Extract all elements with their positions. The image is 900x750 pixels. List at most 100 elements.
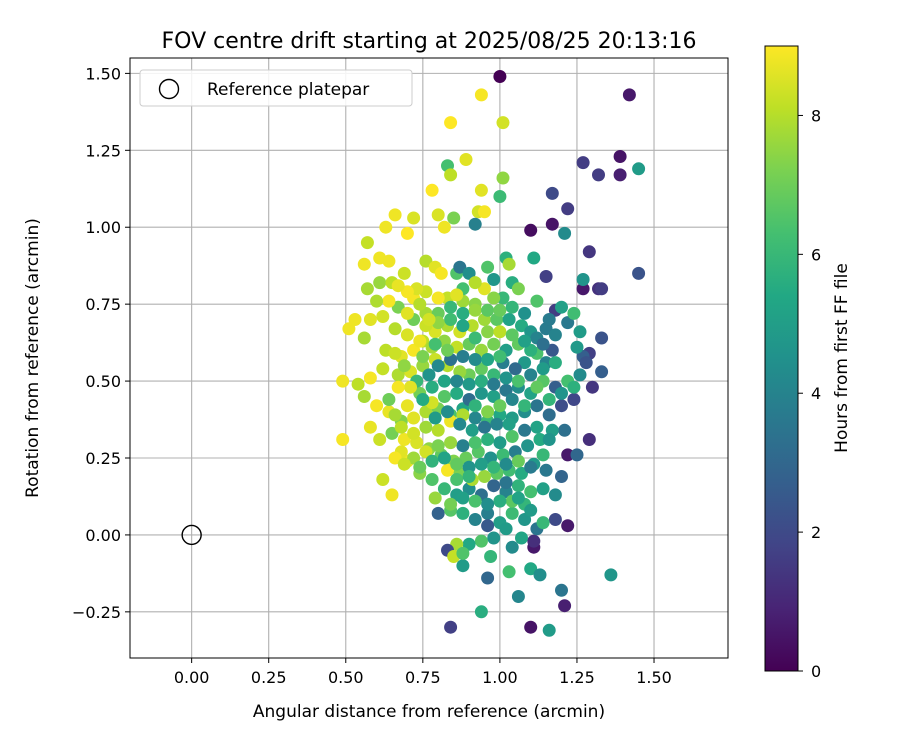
x-tick-label: 1.25	[559, 668, 595, 687]
data-point	[505, 328, 519, 342]
data-point	[558, 423, 572, 437]
data-point	[542, 433, 556, 446]
data-point	[468, 399, 482, 413]
data-point	[487, 368, 501, 382]
data-point	[493, 303, 507, 317]
data-point	[493, 190, 507, 203]
data-point	[431, 439, 445, 453]
y-tick-label: 0.50	[85, 372, 121, 391]
colorbar-tick-label: 2	[811, 523, 821, 542]
data-point	[373, 433, 387, 446]
data-point	[447, 211, 461, 225]
colorbar-tick-label: 4	[811, 384, 821, 403]
data-point	[490, 417, 504, 431]
data-point	[468, 217, 482, 231]
data-point	[416, 393, 430, 406]
data-point	[576, 156, 590, 170]
data-point	[360, 236, 374, 250]
data-point	[511, 590, 525, 603]
data-point	[499, 476, 513, 490]
data-point	[422, 368, 436, 382]
data-point	[481, 405, 495, 419]
data-point	[437, 482, 451, 496]
data-point	[425, 454, 439, 468]
data-point	[499, 485, 513, 499]
data-point	[576, 273, 590, 286]
data-point	[428, 491, 442, 505]
data-point	[437, 374, 451, 388]
data-point	[388, 346, 402, 360]
data-point	[518, 306, 532, 320]
data-point	[468, 513, 482, 526]
data-point	[428, 411, 442, 425]
data-point	[533, 568, 547, 582]
data-point	[422, 313, 436, 326]
data-point	[459, 153, 473, 166]
data-point	[468, 303, 482, 317]
data-point	[425, 380, 439, 394]
data-point	[481, 571, 495, 585]
data-point	[462, 470, 476, 483]
data-point	[542, 408, 556, 422]
colorbar-tick-label: 8	[811, 106, 821, 125]
data-point	[579, 356, 593, 370]
data-point	[373, 276, 387, 290]
data-point	[462, 537, 476, 551]
data-point	[462, 377, 476, 391]
data-point	[465, 423, 479, 437]
data-point	[391, 300, 405, 314]
data-point	[431, 506, 445, 520]
data-point	[370, 294, 384, 308]
reference-marker	[181, 524, 202, 546]
data-point	[536, 516, 550, 530]
x-tick-label: 0.75	[405, 668, 441, 687]
data-point	[465, 319, 479, 333]
data-point	[481, 353, 495, 366]
data-point	[376, 310, 390, 323]
data-point	[468, 276, 482, 290]
colorbar-gradient	[764, 45, 799, 672]
data-point	[363, 371, 377, 385]
data-point	[613, 150, 627, 163]
data-point	[453, 417, 467, 431]
data-point	[493, 494, 507, 508]
data-point	[450, 457, 464, 471]
data-point	[595, 282, 609, 296]
data-point	[518, 513, 532, 526]
data-point	[370, 399, 384, 413]
data-point	[533, 433, 547, 446]
y-tick-label: 1.00	[85, 218, 121, 237]
data-point	[478, 205, 491, 219]
data-point	[511, 374, 525, 388]
legend-entry: Reference platepar	[207, 80, 369, 100]
colorbar-label: Hours from first FF file	[832, 263, 852, 453]
data-point	[419, 445, 433, 459]
data-point	[530, 399, 544, 413]
data-point	[431, 306, 445, 320]
data-point	[524, 620, 538, 634]
data-point	[481, 325, 495, 339]
data-point	[388, 408, 402, 422]
data-point	[397, 266, 411, 280]
data-point	[555, 300, 568, 314]
x-tick-label: 0.00	[174, 668, 210, 687]
colorbar-tick-label: 6	[811, 245, 821, 264]
data-point	[450, 537, 464, 551]
colorbar-tick-label: 0	[811, 662, 821, 681]
data-point	[431, 208, 445, 222]
data-point	[379, 220, 393, 234]
data-point	[487, 531, 501, 545]
data-point	[437, 390, 451, 403]
data-point	[397, 433, 411, 446]
data-point	[425, 473, 439, 486]
data-point	[499, 522, 513, 536]
data-point	[468, 436, 482, 450]
data-point	[487, 377, 501, 391]
data-point	[413, 334, 427, 348]
data-point	[555, 386, 568, 400]
data-point	[397, 359, 411, 373]
data-point	[419, 405, 433, 419]
data-point	[561, 316, 575, 330]
data-point	[505, 300, 519, 314]
